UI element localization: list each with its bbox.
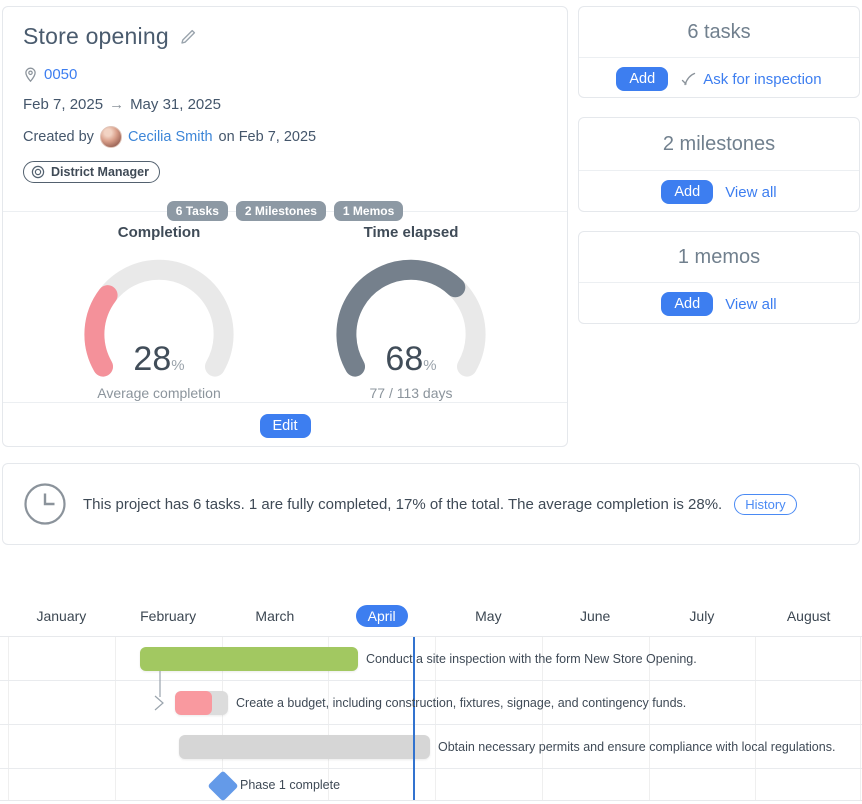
completion-gauge: Completion 28% Average completion <box>49 224 269 402</box>
time-elapsed-caption: 77 / 113 days <box>369 385 453 401</box>
gantt-month-gridline <box>648 637 650 800</box>
location-link[interactable]: 0050 <box>44 66 78 83</box>
gantt-chart-area: Conduct a site inspection with the form … <box>0 636 862 802</box>
completion-gauge-arc <box>84 259 234 377</box>
gantt-month-august: August <box>786 608 831 624</box>
summary-text: This project has 6 tasks. 1 are fully co… <box>83 495 723 513</box>
gantt-task-bar-3[interactable] <box>179 735 430 759</box>
gantt-month-april[interactable]: April <box>355 605 408 627</box>
edit-button[interactable]: Edit <box>259 413 311 438</box>
memos-card: 1 memos Add View all <box>578 231 860 324</box>
gantt-month-header: January February March April May June July Augu… <box>0 605 862 636</box>
gantt-month-january: January <box>36 608 87 624</box>
gantt-chart: January February March April May June July Augu… <box>0 605 862 802</box>
gantt-month-gridline <box>435 637 436 800</box>
gantt-month-gridline <box>541 637 543 800</box>
gantt-month-march: March <box>255 608 295 624</box>
history-button[interactable]: History <box>734 493 797 515</box>
inspection-check-icon <box>680 72 697 87</box>
milestones-card: 2 milestones Add View all <box>578 117 860 212</box>
gantt-month-gridline <box>328 637 330 800</box>
gantt-month-gridline <box>8 637 9 800</box>
time-elapsed-gauge: Time elapsed 68% 77 / 113 days <box>301 224 521 402</box>
creator-link[interactable]: Cecilia Smith <box>127 129 213 145</box>
created-by-row: Created by Cecilia Smith on Feb 7, 2025 <box>23 126 547 148</box>
clock-icon <box>23 482 67 526</box>
gantt-month-gridline <box>755 637 757 800</box>
gantt-task-label-3: Obtain necessary permits and ensure comp… <box>438 740 836 754</box>
date-range-arrow: → <box>109 96 125 113</box>
gantt-task-bar-2[interactable] <box>175 691 228 715</box>
gantt-task-bar-1[interactable] <box>140 647 358 671</box>
project-card: Store opening 0050 Feb 7, 2025 → May 31,… <box>2 6 568 447</box>
gantt-month-february: February <box>140 608 197 624</box>
creator-avatar[interactable] <box>99 126 122 148</box>
gantt-task-label-2: Create a budget, including construction,… <box>236 696 687 710</box>
memos-count-badge: 1 Memos <box>333 201 404 221</box>
tasks-card-title: 6 tasks <box>579 7 859 58</box>
role-badge: District Manager <box>23 161 160 183</box>
gantt-month-may: May <box>475 608 502 624</box>
add-memo-button[interactable]: Add <box>661 292 714 316</box>
gantt-month-june: June <box>579 608 611 624</box>
gauges-section: Completion 28% Average completion Time e… <box>3 212 567 402</box>
completion-value: 28 <box>133 340 172 378</box>
gantt-task-label-4: Phase 1 complete <box>240 778 341 792</box>
gantt-month-july: July <box>689 608 715 624</box>
gantt-task-label-1: Conduct a site inspection with the form … <box>366 652 697 666</box>
tasks-count-badge: 6 Tasks <box>166 201 228 221</box>
gantt-milestone-diamond[interactable] <box>207 769 239 802</box>
page-title: Store opening <box>23 23 169 49</box>
gantt-month-gridline <box>221 637 223 800</box>
gantt-task-bar-progress <box>175 691 212 715</box>
gantt-row-divider <box>0 725 862 769</box>
project-dates: Feb 7, 2025 → May 31, 2025 <box>23 96 221 113</box>
tasks-card: 6 tasks Add Ask for inspection <box>578 6 860 98</box>
time-elapsed-gauge-arc <box>336 259 486 377</box>
bullseye-icon <box>31 165 45 179</box>
milestones-count-badge: 2 Milestones <box>235 201 326 221</box>
sidebar-column: 6 tasks Add Ask for inspection 2 milesto… <box>578 6 860 343</box>
view-all-milestones-link[interactable]: View all <box>725 183 777 201</box>
project-card-header: Store opening 0050 Feb 7, 2025 → May 31,… <box>3 7 567 221</box>
add-milestone-button[interactable]: Add <box>661 180 714 204</box>
memos-card-title: 1 memos <box>579 232 859 283</box>
time-elapsed-value: 68 <box>385 340 424 378</box>
milestones-card-title: 2 milestones <box>579 118 859 171</box>
gantt-month-gridline <box>114 637 116 800</box>
view-all-memos-link[interactable]: View all <box>725 295 777 313</box>
location-pin-icon <box>23 67 38 83</box>
completion-caption: Average completion <box>97 385 221 401</box>
count-badges: 6 Tasks 2 Milestones 1 Memos <box>23 201 547 221</box>
summary-bar: This project has 6 tasks. 1 are fully co… <box>2 463 860 545</box>
gantt-today-line <box>413 637 415 800</box>
ask-for-inspection-link[interactable]: Ask for inspection <box>680 71 822 88</box>
add-task-button[interactable]: Add <box>616 67 669 91</box>
edit-title-pencil-icon[interactable] <box>179 28 197 46</box>
gantt-row-divider <box>0 637 862 681</box>
gantt-row-divider <box>0 681 862 725</box>
gantt-month-gridline <box>860 637 861 800</box>
